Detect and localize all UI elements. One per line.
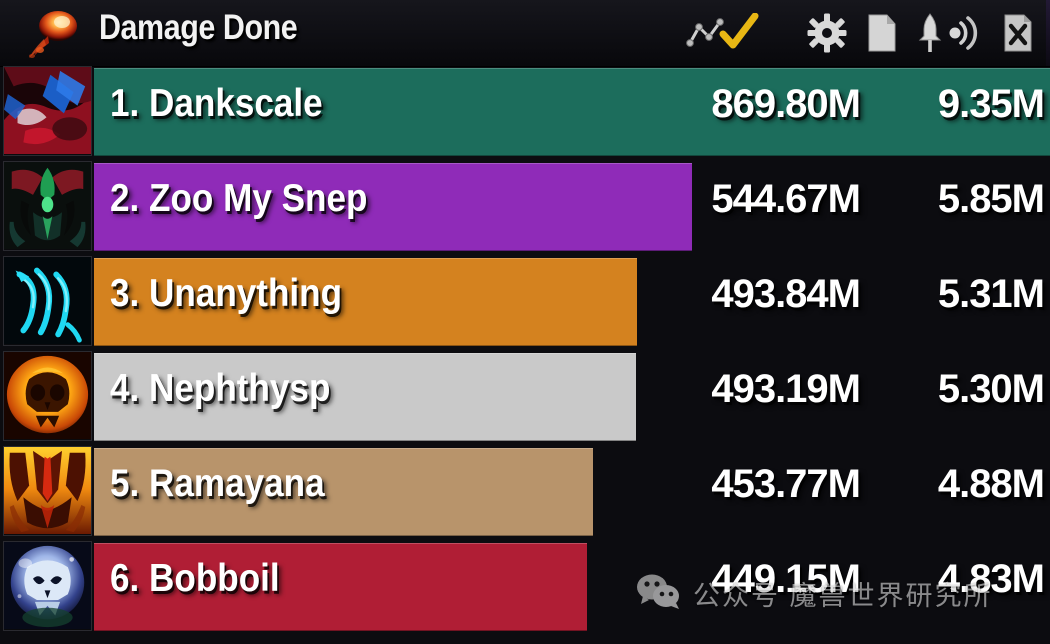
damage-bar [94, 543, 588, 631]
row-total: 544.67M [711, 177, 861, 221]
damage-bar [94, 258, 637, 346]
class-icon-demon-hunter [3, 161, 92, 251]
row-total: 493.84M [711, 272, 861, 316]
row-dps: 5.31M [937, 272, 1045, 316]
row-total: 493.19M [711, 367, 861, 411]
class-icon-evoker [3, 66, 92, 156]
table-row[interactable]: 1. Dankscale 869.80M 9.35M [0, 66, 1050, 160]
pin-icon[interactable] [908, 10, 952, 56]
row-label: 5. Ramayana [110, 462, 325, 505]
damage-bar [94, 448, 594, 536]
row-label: 2. Zoo My Snep [110, 177, 368, 220]
row-dps: 9.35M [937, 82, 1045, 126]
damage-bar [94, 353, 637, 441]
page-icon[interactable] [860, 10, 904, 56]
row-dps: 5.85M [937, 177, 1045, 221]
class-icon-warrior [3, 446, 92, 536]
class-icon-death-knight [3, 541, 92, 631]
table-row[interactable]: 5. Ramayana 453.77M 4.88M [0, 446, 1050, 540]
damage-bar [94, 68, 1050, 156]
table-row[interactable]: 6. Bobboil 449.15M 4.83M [0, 541, 1050, 635]
row-label: 1. Dankscale [110, 82, 323, 125]
row-total: 869.80M [711, 82, 861, 126]
gear-icon[interactable] [805, 10, 849, 56]
table-row[interactable]: 3. Unanything 493.84M 5.31M [0, 256, 1050, 350]
table-row[interactable]: 2. Zoo My Snep 544.67M 5.85M [0, 161, 1050, 255]
table-row[interactable]: 4. Nephthysp 493.19M 5.30M [0, 351, 1050, 445]
damage-rows-list: 1. Dankscale 869.80M 9.35M [0, 66, 1050, 644]
flame-icon [18, 6, 92, 60]
broadcast-icon[interactable] [942, 10, 986, 56]
damage-bar [94, 163, 693, 251]
graph-line-icon[interactable] [683, 10, 727, 56]
row-dps: 4.88M [937, 462, 1045, 506]
window-edge-accent [1046, 0, 1050, 66]
row-label: 4. Nephthysp [110, 367, 331, 410]
row-dps: 5.30M [937, 367, 1045, 411]
class-icon-druid [3, 256, 92, 346]
page-title: Damage Done [99, 8, 298, 47]
row-label: 3. Unanything [110, 272, 343, 315]
close-x-icon[interactable] [996, 10, 1040, 56]
row-total: 449.15M [711, 557, 861, 601]
row-label: 6. Bobboil [110, 557, 280, 600]
row-total: 453.77M [711, 462, 861, 506]
row-dps: 4.83M [937, 557, 1045, 601]
window-titlebar[interactable]: Damage Done [0, 0, 1050, 67]
class-icon-priest [3, 351, 92, 441]
yellow-check-icon[interactable] [717, 10, 761, 56]
